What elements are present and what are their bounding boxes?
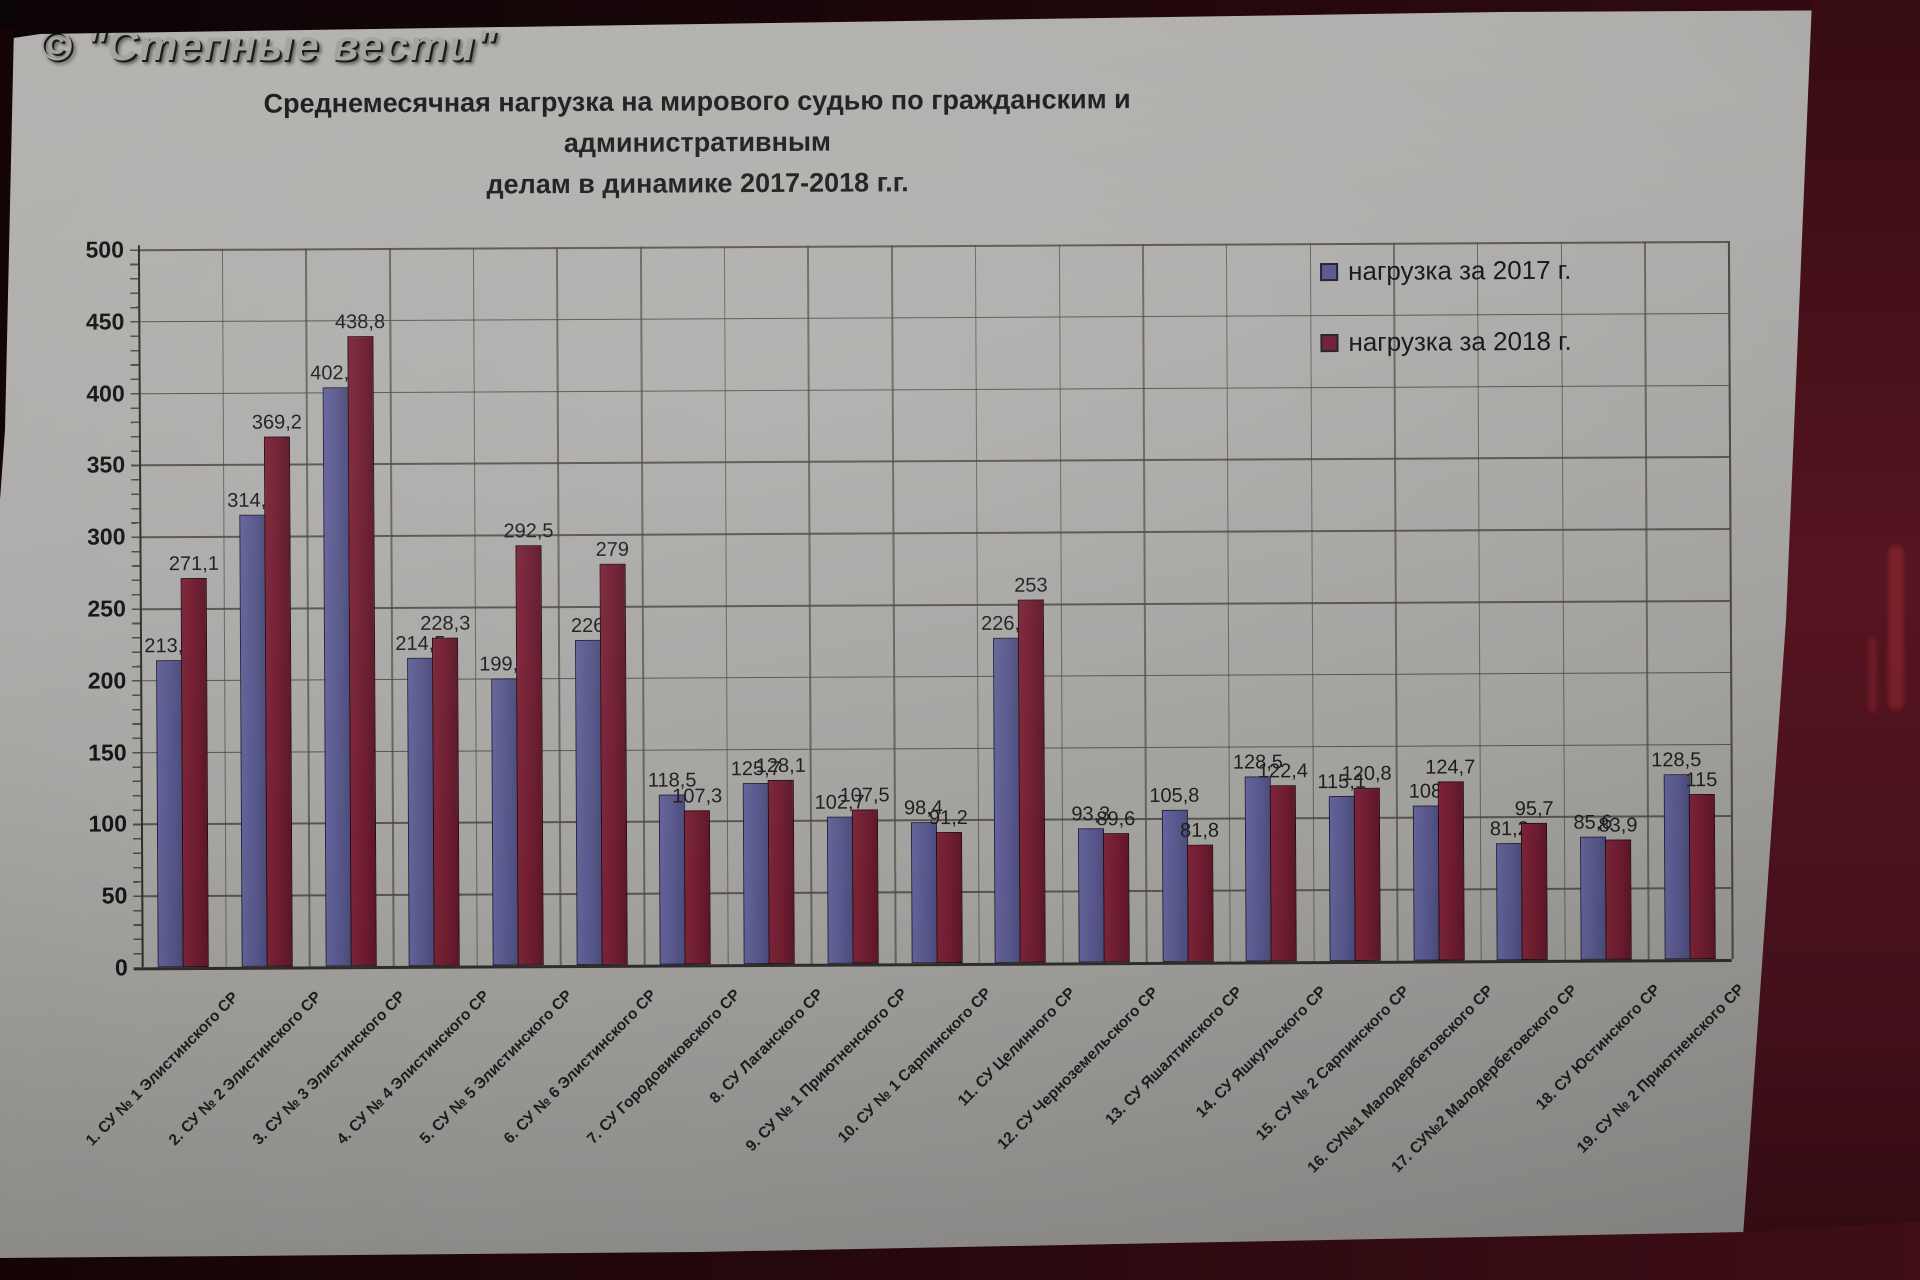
bar-2017 bbox=[1328, 795, 1356, 962]
bar-2018 bbox=[1186, 844, 1214, 962]
legend-label-2017: нагрузка за 2017 г. bbox=[1347, 254, 1572, 286]
bar-value-label: 292,5 bbox=[503, 520, 554, 543]
bar-2017 bbox=[1580, 836, 1607, 960]
legend-swatch-2018-icon bbox=[1320, 333, 1339, 352]
gridline-horizontal bbox=[139, 528, 1730, 538]
bar-value-label: 124,7 bbox=[1425, 756, 1476, 779]
y-axis-tick-label: 200 bbox=[87, 667, 127, 694]
bar-2017 bbox=[1244, 776, 1272, 962]
bar-value-label: 89,6 bbox=[1096, 808, 1136, 831]
bar-2018 bbox=[684, 810, 712, 965]
bar-value-label: 271,1 bbox=[168, 552, 220, 575]
bar-2017 bbox=[993, 637, 1021, 963]
bar-2017 bbox=[1412, 805, 1440, 961]
backdrop-highlight bbox=[1888, 545, 1904, 710]
bar-2018 bbox=[515, 545, 544, 966]
bar-2018 bbox=[935, 832, 963, 964]
watermark: © "Степные вести" bbox=[40, 22, 497, 70]
bar-2017 bbox=[407, 657, 436, 966]
bar-2017 bbox=[742, 783, 770, 965]
gridline-horizontal bbox=[138, 384, 1729, 395]
bar-2018 bbox=[1017, 599, 1046, 963]
legend-swatch-2017-icon bbox=[1320, 262, 1339, 281]
chart-legend: нагрузка за 2017 г. нагрузка за 2018 г. bbox=[1320, 255, 1572, 358]
bar-2018 bbox=[1688, 793, 1716, 960]
y-axis-tick-label: 250 bbox=[87, 595, 126, 622]
bar-2018 bbox=[767, 779, 795, 964]
y-axis-tick-label: 400 bbox=[86, 379, 125, 407]
y-axis-tick-label: 350 bbox=[86, 451, 126, 478]
y-axis-tick-label: 300 bbox=[87, 523, 126, 550]
backdrop-highlight bbox=[1868, 638, 1877, 713]
gridline-horizontal bbox=[139, 599, 1730, 610]
gridline-horizontal bbox=[139, 456, 1730, 467]
bar-value-label: 81,8 bbox=[1180, 819, 1220, 842]
chart-plot-area: 0 50 100 150 200 250 300 350 400 450 500 213,8 271,1… bbox=[0, 0, 1917, 1176]
bar-2018 bbox=[1102, 833, 1130, 963]
bar-2017 bbox=[1077, 828, 1105, 963]
bar-value-label: 279 bbox=[595, 539, 630, 562]
bar-value-label: 83,9 bbox=[1598, 813, 1638, 837]
bar-2018 bbox=[1270, 785, 1297, 962]
chart-title: Среднемесячная нагрузка на мирового судь… bbox=[142, 78, 1253, 207]
y-axis-tick-label: 0 bbox=[114, 954, 128, 981]
bar-2018 bbox=[851, 809, 879, 964]
bar-2017 bbox=[156, 660, 185, 968]
gridline-horizontal bbox=[140, 743, 1731, 754]
bar-value-label: 105,8 bbox=[1149, 784, 1200, 808]
y-axis-tick-label: 50 bbox=[101, 882, 128, 909]
bar-value-label: 128,1 bbox=[755, 754, 806, 778]
bar-2017 bbox=[826, 816, 854, 964]
bar-value-label: 91,2 bbox=[928, 806, 968, 830]
bar-2018 bbox=[263, 436, 293, 967]
bar-value-label: 115 bbox=[1685, 768, 1718, 792]
y-axis-tick-label: 500 bbox=[85, 236, 125, 263]
gridline-horizontal bbox=[137, 240, 1728, 251]
bar-2018 bbox=[1521, 822, 1548, 961]
bar-2017 bbox=[574, 640, 603, 965]
bar-2018 bbox=[432, 637, 461, 966]
bar-2017 bbox=[239, 514, 268, 967]
y-axis-tick-label: 150 bbox=[88, 738, 127, 766]
bar-value-label: 107,3 bbox=[672, 785, 723, 808]
bar-2017 bbox=[910, 821, 938, 964]
bar-value-label: 228,3 bbox=[420, 612, 471, 635]
bar-2017 bbox=[1663, 774, 1691, 960]
bar-2018 bbox=[1353, 787, 1381, 961]
y-axis-tick-label: 100 bbox=[88, 810, 128, 837]
legend-label-2018: нагрузка за 2018 г. bbox=[1348, 325, 1572, 357]
bar-value-label: 253 bbox=[1014, 574, 1048, 597]
bar-2017 bbox=[491, 678, 519, 966]
bar-2018 bbox=[1605, 839, 1632, 960]
bar-2017 bbox=[1496, 843, 1523, 961]
bar-2018 bbox=[599, 564, 628, 965]
chart-title-line1: Среднемесячная нагрузка на мирового судь… bbox=[263, 84, 1131, 159]
legend-entry-2017: нагрузка за 2017 г. bbox=[1320, 255, 1571, 287]
y-axis-tick-label: 450 bbox=[85, 308, 125, 335]
bar-2018 bbox=[347, 335, 377, 967]
legend-entry-2018: нагрузка за 2018 г. bbox=[1320, 325, 1572, 358]
bar-2018 bbox=[1437, 781, 1465, 961]
chart-title-line2: делам в динамике 2017-2018 г.г. bbox=[486, 167, 909, 200]
bar-value-label: 369,2 bbox=[251, 411, 302, 434]
bar-value-label: 438,8 bbox=[334, 310, 386, 334]
bar-2017 bbox=[659, 794, 687, 965]
bar-2018 bbox=[180, 577, 210, 968]
gridline-horizontal bbox=[140, 671, 1731, 682]
